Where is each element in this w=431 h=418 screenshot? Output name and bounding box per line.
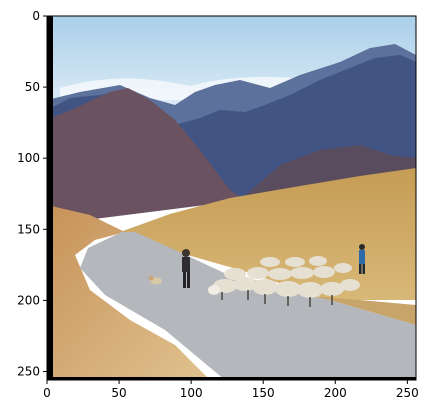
y-axis: 0 50 100 150 200 250 xyxy=(17,9,47,378)
y-tick-label: 200 xyxy=(17,293,40,307)
x-tick-label: 200 xyxy=(324,386,347,400)
road xyxy=(80,232,416,380)
x-tick-label: 50 xyxy=(111,386,126,400)
x-tick-label: 250 xyxy=(396,386,419,400)
near-ridge xyxy=(47,88,245,225)
left-field xyxy=(47,205,210,380)
y-tick-label: 250 xyxy=(17,364,40,378)
y-tick-label: 150 xyxy=(17,222,40,236)
photo xyxy=(47,16,416,380)
axes-frame xyxy=(46,15,417,381)
person-in-blue xyxy=(359,244,365,274)
x-axis: 0 50 100 150 200 250 xyxy=(43,380,419,400)
dog xyxy=(148,275,162,285)
x-tick-label: 100 xyxy=(180,386,203,400)
x-tick-label: 150 xyxy=(252,386,275,400)
sheep-legs xyxy=(221,290,333,307)
y-tick-label: 100 xyxy=(17,151,40,165)
left-dark-strip xyxy=(47,16,53,380)
y-tick-label: 0 xyxy=(32,9,40,23)
sheep-flock xyxy=(208,256,360,298)
bottom-dark-strip xyxy=(47,377,416,380)
y-tick-label: 50 xyxy=(25,80,40,94)
x-tick-label: 0 xyxy=(43,386,51,400)
shepherd xyxy=(182,249,190,288)
